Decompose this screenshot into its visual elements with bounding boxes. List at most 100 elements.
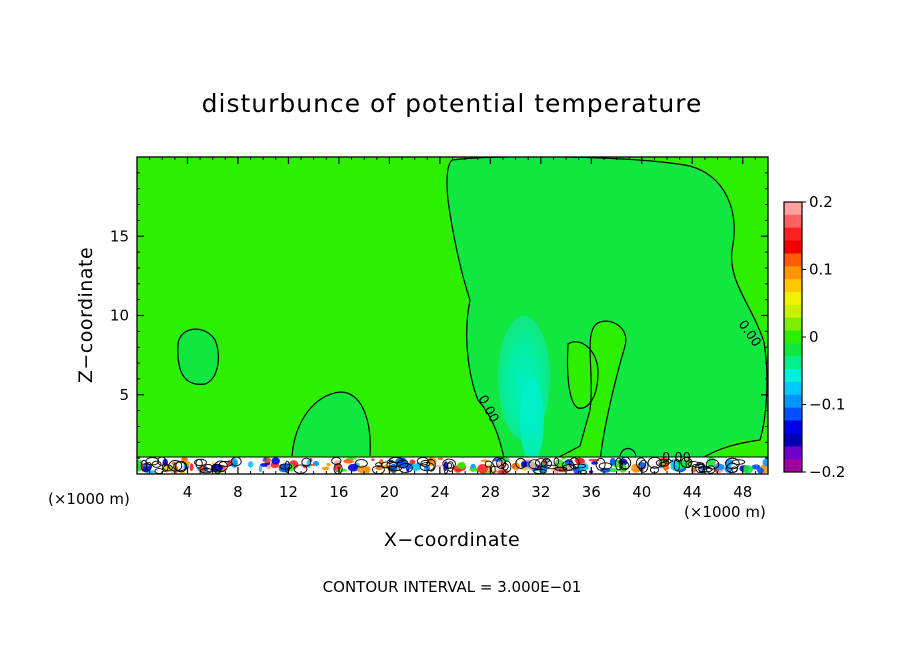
surface-contour-44 [598, 462, 613, 470]
surface-contour-50 [396, 459, 409, 469]
surface-contour-81 [354, 459, 368, 468]
y-tick-label-0: 5 [119, 386, 129, 404]
surface-contour-66 [502, 460, 512, 473]
surface-cell-162 [346, 457, 357, 460]
surface-cell-6 [343, 458, 354, 464]
surface-cell-87 [375, 466, 383, 471]
surface-cell-161 [457, 461, 466, 470]
colorbar-label-2: 0 [809, 328, 819, 346]
surface-contour-72 [484, 460, 493, 468]
contour-line-small [619, 447, 637, 457]
colorbar-swatch-14 [784, 382, 802, 396]
surface-cell-143 [409, 459, 416, 465]
colorbar-label-1: 0.1 [809, 261, 833, 279]
surface-cell-145 [189, 463, 194, 472]
cyan-plume-core [520, 378, 544, 462]
colorbar-swatch-13 [784, 369, 802, 383]
surface-cell-136 [477, 464, 488, 474]
surface-contour-86 [145, 457, 160, 466]
surface-contour-58 [615, 457, 623, 471]
y-axis: 5 10 15 [110, 172, 768, 459]
colorbar-swatch-8 [784, 304, 802, 319]
y-tick-label-2: 15 [110, 227, 129, 245]
surface-contour-40 [725, 457, 740, 470]
surface-contour-56 [426, 458, 436, 472]
surface-contour-82 [541, 459, 553, 469]
contour-line-mid [291, 391, 371, 457]
surface-cell-132 [715, 463, 725, 471]
surface-contour-48 [635, 457, 647, 470]
surface-cell-34 [321, 466, 330, 471]
surface-cell-84 [258, 465, 262, 473]
colorbar-label-0: 0.2 [809, 193, 833, 211]
colorbar-label-3: −0.1 [809, 396, 845, 414]
surface-cell-10 [312, 460, 320, 467]
surface-cell-102 [576, 462, 589, 472]
surface-contour-60 [655, 459, 670, 467]
x-tick-label-6: 28 [481, 483, 500, 501]
colorbar-swatch-15 [784, 394, 802, 409]
contour-line-inner [566, 341, 599, 409]
colorbar-swatch-12 [784, 356, 802, 370]
surface-contour-26 [528, 459, 541, 470]
x-tick-label-4: 20 [380, 483, 399, 501]
x-tick-label-9: 40 [632, 483, 651, 501]
surface-cell-90 [266, 464, 271, 470]
surface-contour-76 [194, 458, 207, 467]
colorbar-swatch-3 [784, 240, 802, 254]
colorbar-swatch-5 [784, 266, 802, 280]
colorbar-swatch-18 [784, 433, 802, 447]
surface-contour-38 [659, 461, 667, 467]
x-tick-label-0: 4 [183, 483, 193, 501]
surface-contour-4 [284, 460, 290, 473]
surface-contour-42 [673, 458, 681, 472]
y-axis-label: Z−coordinate [75, 247, 97, 383]
colorbar-swatch-7 [784, 292, 802, 306]
surface-cell-78 [608, 468, 619, 473]
colorbar-swatch-20 [784, 459, 802, 473]
x-unit-left: (×1000 m) [48, 490, 130, 508]
colorbar-swatch-17 [784, 420, 802, 434]
surface-cell-65 [631, 463, 641, 473]
surface-contour-84 [731, 459, 746, 465]
x-tick-label-10: 44 [683, 483, 702, 501]
colorbar-swatch-4 [784, 253, 802, 267]
surface-cell-110 [751, 464, 761, 470]
surface-cell-144 [271, 457, 281, 465]
surface-cell-159 [742, 464, 754, 474]
surface-cell-99 [469, 467, 480, 472]
surface-cell-50 [347, 463, 359, 472]
surface-cell-133 [410, 463, 421, 472]
x-tick-label-1: 8 [233, 483, 243, 501]
surface-contour-46 [420, 459, 431, 468]
colorbar-swatch-2 [784, 227, 802, 242]
surface-cell-122 [435, 465, 443, 468]
surface-cell-137 [609, 457, 617, 466]
surface-contour-2 [501, 462, 509, 471]
y-tick-label-1: 10 [110, 307, 129, 325]
surface-contour-78 [695, 461, 705, 474]
surface-contour-17 [680, 457, 693, 468]
surface-cell-29 [591, 461, 599, 465]
x-tick-label-5: 24 [430, 483, 449, 501]
surface-cell-49 [757, 467, 765, 474]
surface-contour-83 [698, 466, 713, 473]
surface-contour-36 [553, 457, 560, 466]
surface-cell-158 [561, 457, 567, 460]
surface-contour-74 [706, 465, 716, 474]
surface-cell-164 [557, 466, 567, 473]
x-tick-label-3: 16 [329, 483, 348, 501]
contour-interval: CONTOUR INTERVAL = 3.000E−01 [323, 578, 582, 596]
surface-contour-80 [442, 458, 456, 469]
contour-line-left [177, 328, 219, 385]
surface-contour-30 [619, 461, 630, 471]
surface-contour-3 [663, 458, 672, 464]
surface-contour-41 [595, 457, 606, 471]
surface-cell-21 [444, 461, 448, 472]
colorbar-swatch-1 [784, 214, 802, 229]
surface-contour-53 [386, 460, 398, 470]
surface-contour-14 [535, 458, 547, 468]
surface-contour-11 [398, 463, 413, 474]
colorbar-swatch-0 [784, 202, 802, 216]
